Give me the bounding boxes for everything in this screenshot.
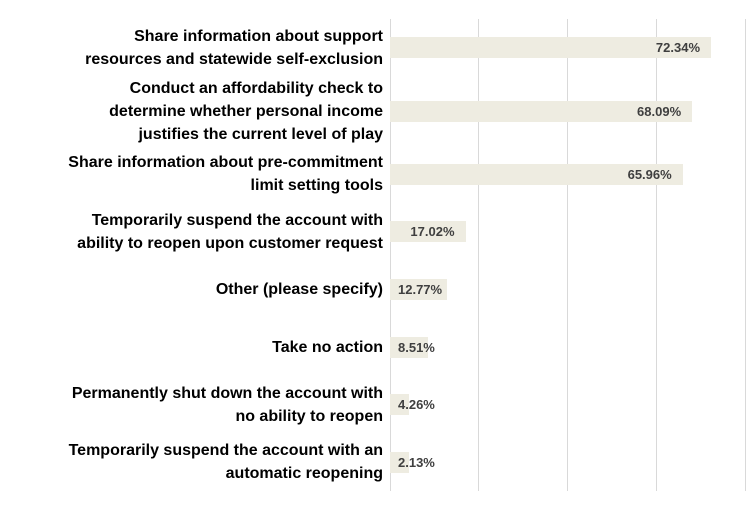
bar-track: 68.09% [390,77,745,146]
bar: 68.09% [390,100,693,122]
category-label: Share information about pre-commitment l… [68,154,383,195]
gridline [744,19,746,491]
bar-row: Temporarily suspend the account with abi… [0,203,745,261]
bar-track: 72.34% [390,19,745,77]
category-label: Other (please specify) [215,281,383,299]
value-label: 72.34% [655,40,700,56]
gridline [655,19,657,491]
bar: 4.26% [390,394,435,416]
gridline [478,19,480,491]
bar: 65.96% [390,163,683,185]
bar: 17.02% [390,221,466,243]
bar-track: 8.51% [390,318,745,376]
value-label: 8.51% [398,339,435,355]
bar: 2.13% [390,451,435,473]
bar-row: Conduct an affordability check to determ… [0,77,745,146]
category-label: Conduct an affordability check to determ… [109,79,383,143]
bar-row: Share information about pre-commitment l… [0,146,745,204]
value-label: 12.77% [398,282,443,298]
bar-row: Temporarily suspend the account with an … [0,433,745,491]
bar-track: 65.96% [390,146,745,204]
value-label: 17.02% [410,224,455,240]
value-label: 68.09% [637,103,682,119]
bar-row: Permanently shut down the account with n… [0,376,745,434]
gridline [567,19,568,491]
bar-track: 17.02% [390,203,745,261]
gridline [389,19,391,491]
bar: 72.34% [390,37,711,59]
bar-track: 2.13% [390,433,745,491]
category-label: Share information about support resource… [85,27,383,68]
category-label: Take no action [272,338,383,356]
bar-track: 12.77% [390,261,745,319]
bar: 12.77% [390,279,447,301]
bar-row: Share information about support resource… [0,19,745,77]
plot-rows: Share information about support resource… [0,19,745,491]
bar-row: Other (please specify) 12.77% [0,261,745,319]
category-label: Temporarily suspend the account with abi… [77,211,383,252]
value-label: 2.13% [398,454,435,470]
bar: 8.51% [390,336,435,358]
gridline-layer [389,19,746,491]
category-label: Temporarily suspend the account with an … [68,442,383,483]
bar-track: 4.26% [390,376,745,434]
value-label: 4.26% [398,397,435,413]
bar-row: Take no action 8.51% [0,318,745,376]
category-label: Permanently shut down the account with n… [71,384,383,425]
value-label: 65.96% [627,166,672,182]
